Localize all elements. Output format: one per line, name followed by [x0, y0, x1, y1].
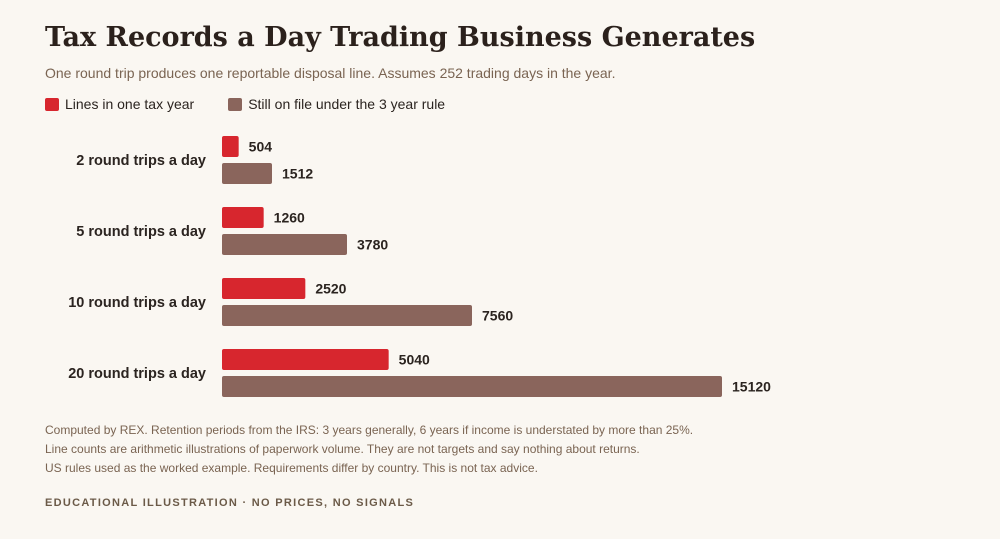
- value-label-tax-year-2-round-trips-a-day: 504: [249, 139, 273, 155]
- legend-swatch-on-file: [228, 97, 243, 111]
- category-label-20-round-trips-a-day: 20 round trips a day: [68, 366, 206, 382]
- bar-on-file-20-round-trips-a-day: [222, 376, 722, 397]
- category-label-5-round-trips-a-day: 5 round trips a day: [76, 224, 206, 240]
- value-label-on-file-20-round-trips-a-day: 15120: [732, 379, 771, 395]
- legend-label-on-file: Still on file under the 3 year rule: [248, 96, 446, 112]
- bar-on-file-2-round-trips-a-day: [222, 163, 272, 184]
- bar-on-file-5-round-trips-a-day: [222, 234, 347, 255]
- value-label-on-file-10-round-trips-a-day: 7560: [482, 308, 513, 324]
- value-label-tax-year-5-round-trips-a-day: 1260: [274, 210, 305, 226]
- legend-item-tax-year: Lines in one tax year: [45, 96, 194, 112]
- footnotes: Computed by REX. Retention periods from …: [45, 421, 693, 478]
- bar-tax-year-2-round-trips-a-day: [222, 136, 239, 157]
- legend: Lines in one tax year Still on file unde…: [45, 96, 479, 112]
- bar-chart: 2 round trips a day 504 1512 5 round trips …: [68, 136, 771, 397]
- value-label-on-file-5-round-trips-a-day: 3780: [357, 237, 388, 253]
- category-label-2-round-trips-a-day: 2 round trips a day: [76, 153, 206, 169]
- footnote-disclaimer: Line counts are arithmetic illustrations…: [45, 442, 640, 456]
- tagline: EDUCATIONAL ILLUSTRATION · NO PRICES, NO…: [45, 497, 415, 509]
- value-label-tax-year-10-round-trips-a-day: 2520: [315, 281, 346, 297]
- footnote-source: Computed by REX. Retention periods from …: [45, 423, 694, 437]
- chart-title: Tax Records a Day Trading Business Gener…: [45, 22, 756, 53]
- category-label-10-round-trips-a-day: 10 round trips a day: [68, 295, 206, 311]
- legend-item-on-file: Still on file under the 3 year rule: [228, 96, 445, 112]
- footnote-jurisdiction: US rules used as the worked example. Req…: [45, 461, 538, 475]
- bar-tax-year-5-round-trips-a-day: [222, 207, 264, 228]
- chart-subtitle: One round trip produces one reportable d…: [45, 65, 616, 81]
- legend-label-tax-year: Lines in one tax year: [65, 96, 195, 112]
- bar-tax-year-20-round-trips-a-day: [222, 349, 389, 370]
- bar-tax-year-10-round-trips-a-day: [222, 278, 306, 299]
- bar-on-file-10-round-trips-a-day: [222, 305, 472, 326]
- legend-swatch-tax-year: [45, 97, 59, 111]
- value-label-on-file-2-round-trips-a-day: 1512: [282, 166, 313, 182]
- value-label-tax-year-20-round-trips-a-day: 5040: [399, 352, 430, 368]
